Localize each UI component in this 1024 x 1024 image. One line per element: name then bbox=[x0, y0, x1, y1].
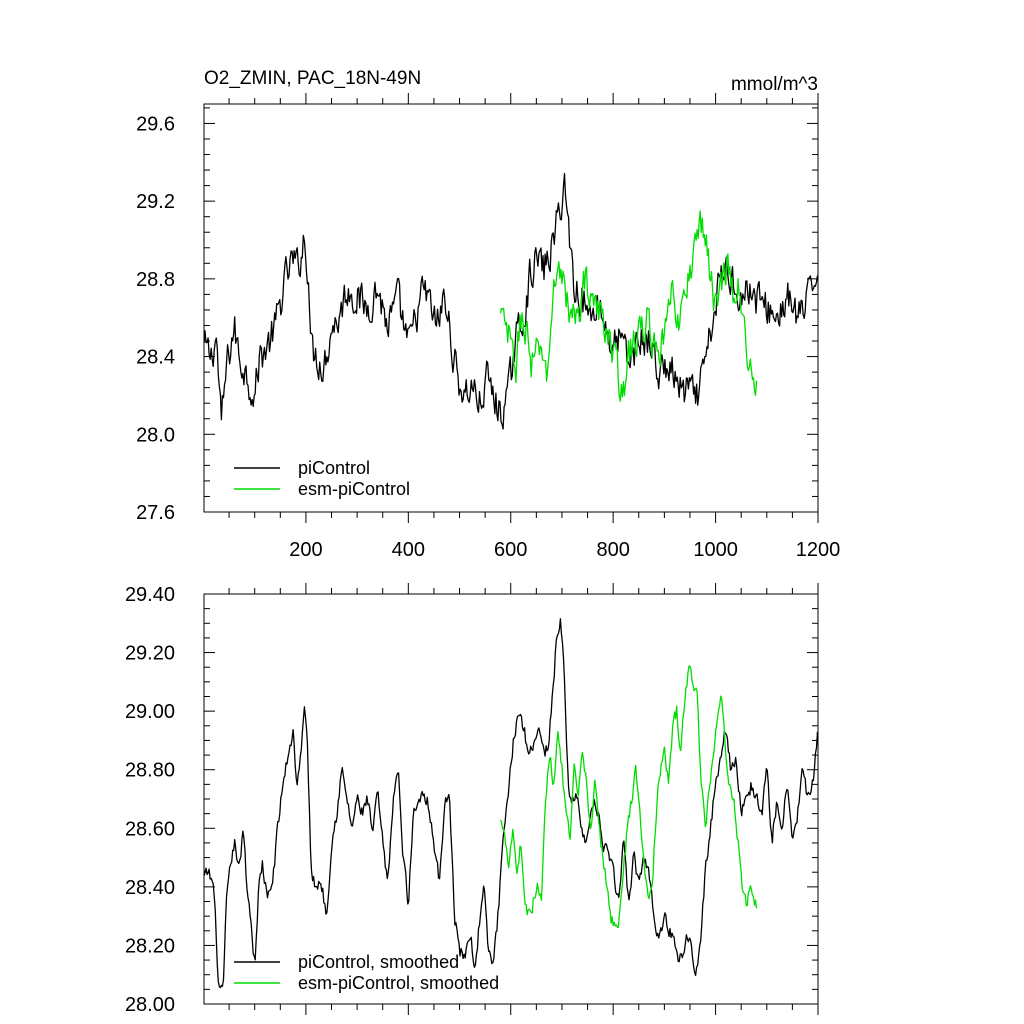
series-layer bbox=[203, 172, 819, 430]
legend-label-picontrol-smoothed: piControl, smoothed bbox=[298, 952, 459, 972]
y-tick-label: 29.00 bbox=[125, 701, 175, 723]
x-tick-label: 200 bbox=[289, 539, 322, 561]
series-line-esm-picontrol bbox=[499, 210, 758, 402]
top-panel: O2_ZMIN, PAC_18N-49N mmol/m^3 27.6 28.0 28… bbox=[136, 68, 840, 561]
y-tick-label: 29.20 bbox=[125, 643, 175, 665]
plot-frame bbox=[203, 593, 819, 1005]
x-tick-label: 800 bbox=[596, 539, 629, 561]
axis-ticks: 28.00 28.20 28.40 28.60 28.80 29.00 29.20 29.40 bbox=[125, 583, 819, 1016]
legend-label-picontrol: piControl bbox=[298, 458, 370, 478]
y-tick-label: 29.2 bbox=[136, 191, 175, 213]
legend-label-esm-picontrol-smoothed: esm-piControl, smoothed bbox=[298, 973, 499, 993]
series-layer bbox=[203, 618, 819, 989]
legend-label-esm-picontrol: esm-piControl bbox=[298, 479, 410, 499]
bottom-panel: 28.00 28.20 28.40 28.60 28.80 29.00 29.20 29.40… bbox=[125, 583, 819, 1016]
axis-ticks: 27.6 28.0 28.4 28.8 29.2 29.6 200 400 600 800 1000… bbox=[136, 93, 840, 561]
y-tick-label: 28.0 bbox=[136, 424, 175, 446]
y-tick-label: 28.40 bbox=[125, 877, 175, 899]
y-tick-label: 27.6 bbox=[136, 502, 175, 524]
series-line-esm-picontrol-smoothed bbox=[499, 665, 758, 929]
y-tick-label: 29.40 bbox=[125, 584, 175, 606]
x-tick-label: 1200 bbox=[796, 539, 841, 561]
y-tick-label: 28.20 bbox=[125, 935, 175, 957]
y-tick-label: 28.4 bbox=[136, 347, 175, 369]
chart-title: O2_ZMIN, PAC_18N-49N bbox=[204, 68, 421, 89]
series-line-picontrol bbox=[203, 172, 819, 430]
units-label: mmol/m^3 bbox=[731, 74, 818, 95]
y-tick-label: 28.8 bbox=[136, 269, 175, 291]
x-tick-label: 1000 bbox=[693, 539, 738, 561]
legend: piControl, smoothed esm-piControl, smoot… bbox=[234, 952, 499, 993]
y-tick-label: 29.6 bbox=[136, 113, 175, 135]
y-tick-label: 28.80 bbox=[125, 760, 175, 782]
y-tick-label: 28.60 bbox=[125, 818, 175, 840]
plot-frame bbox=[203, 103, 819, 513]
y-tick-label: 28.00 bbox=[125, 994, 175, 1016]
legend: piControl esm-piControl bbox=[234, 458, 410, 499]
x-tick-label: 600 bbox=[494, 539, 527, 561]
x-tick-label: 400 bbox=[392, 539, 425, 561]
series-line-picontrol-smoothed bbox=[203, 618, 819, 989]
